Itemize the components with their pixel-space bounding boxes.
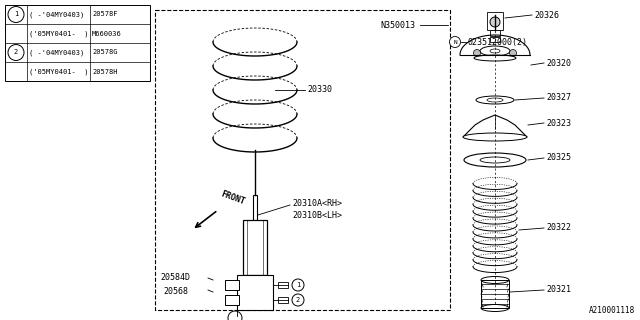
Bar <box>225 280 239 290</box>
Text: ('05MY0401-  ): ('05MY0401- ) <box>29 30 88 37</box>
Circle shape <box>449 36 461 47</box>
Ellipse shape <box>481 305 509 311</box>
Bar <box>237 275 273 310</box>
Text: 20578H: 20578H <box>92 68 118 75</box>
Text: 20325: 20325 <box>546 154 571 163</box>
Text: 20578G: 20578G <box>92 50 118 55</box>
Bar <box>278 297 288 303</box>
Bar <box>253 195 257 235</box>
Ellipse shape <box>476 96 514 104</box>
Text: ('05MY0401-  ): ('05MY0401- ) <box>29 68 88 75</box>
Circle shape <box>228 311 242 320</box>
Text: M660036: M660036 <box>92 30 122 36</box>
Ellipse shape <box>481 276 509 284</box>
Bar <box>243 220 267 275</box>
Ellipse shape <box>490 49 500 53</box>
Bar <box>225 295 239 305</box>
Text: 20322: 20322 <box>546 223 571 233</box>
Bar <box>278 282 288 288</box>
Text: 20584D: 20584D <box>160 274 190 283</box>
Circle shape <box>292 294 304 306</box>
Ellipse shape <box>487 98 503 102</box>
Circle shape <box>509 50 516 57</box>
Text: 20578F: 20578F <box>92 12 118 18</box>
Text: N350013: N350013 <box>380 20 415 29</box>
Bar <box>155 10 450 310</box>
Circle shape <box>8 44 24 60</box>
Ellipse shape <box>463 133 527 141</box>
Bar <box>487 12 503 30</box>
Ellipse shape <box>480 46 510 56</box>
Bar <box>481 280 509 308</box>
Text: 20323: 20323 <box>546 118 571 127</box>
Text: ( -'04MY0403): ( -'04MY0403) <box>29 49 84 56</box>
Circle shape <box>8 6 24 22</box>
Text: ( -'04MY0403): ( -'04MY0403) <box>29 11 84 18</box>
Ellipse shape <box>464 153 526 167</box>
Text: 20330: 20330 <box>307 85 332 94</box>
Circle shape <box>474 50 481 57</box>
Text: 2: 2 <box>14 50 18 55</box>
Text: N: N <box>453 39 457 44</box>
Text: 20320: 20320 <box>546 59 571 68</box>
Ellipse shape <box>474 55 516 61</box>
Bar <box>490 37 500 42</box>
Ellipse shape <box>480 157 510 163</box>
Bar <box>490 30 500 36</box>
Text: 20321: 20321 <box>546 285 571 294</box>
Text: 023512000(2): 023512000(2) <box>468 37 528 46</box>
Circle shape <box>292 279 304 291</box>
Text: 20327: 20327 <box>546 93 571 102</box>
Text: 20326: 20326 <box>534 11 559 20</box>
Bar <box>5 5 150 81</box>
Text: 1: 1 <box>14 12 18 18</box>
Text: FRONT: FRONT <box>220 189 246 206</box>
Polygon shape <box>463 115 527 137</box>
Circle shape <box>490 17 500 27</box>
Text: 20310B<LH>: 20310B<LH> <box>292 211 342 220</box>
Text: 20568: 20568 <box>163 286 188 295</box>
Text: 2: 2 <box>296 297 300 303</box>
Text: 1: 1 <box>296 282 300 288</box>
Text: A210001118: A210001118 <box>589 306 635 315</box>
Text: 20310A<RH>: 20310A<RH> <box>292 198 342 207</box>
